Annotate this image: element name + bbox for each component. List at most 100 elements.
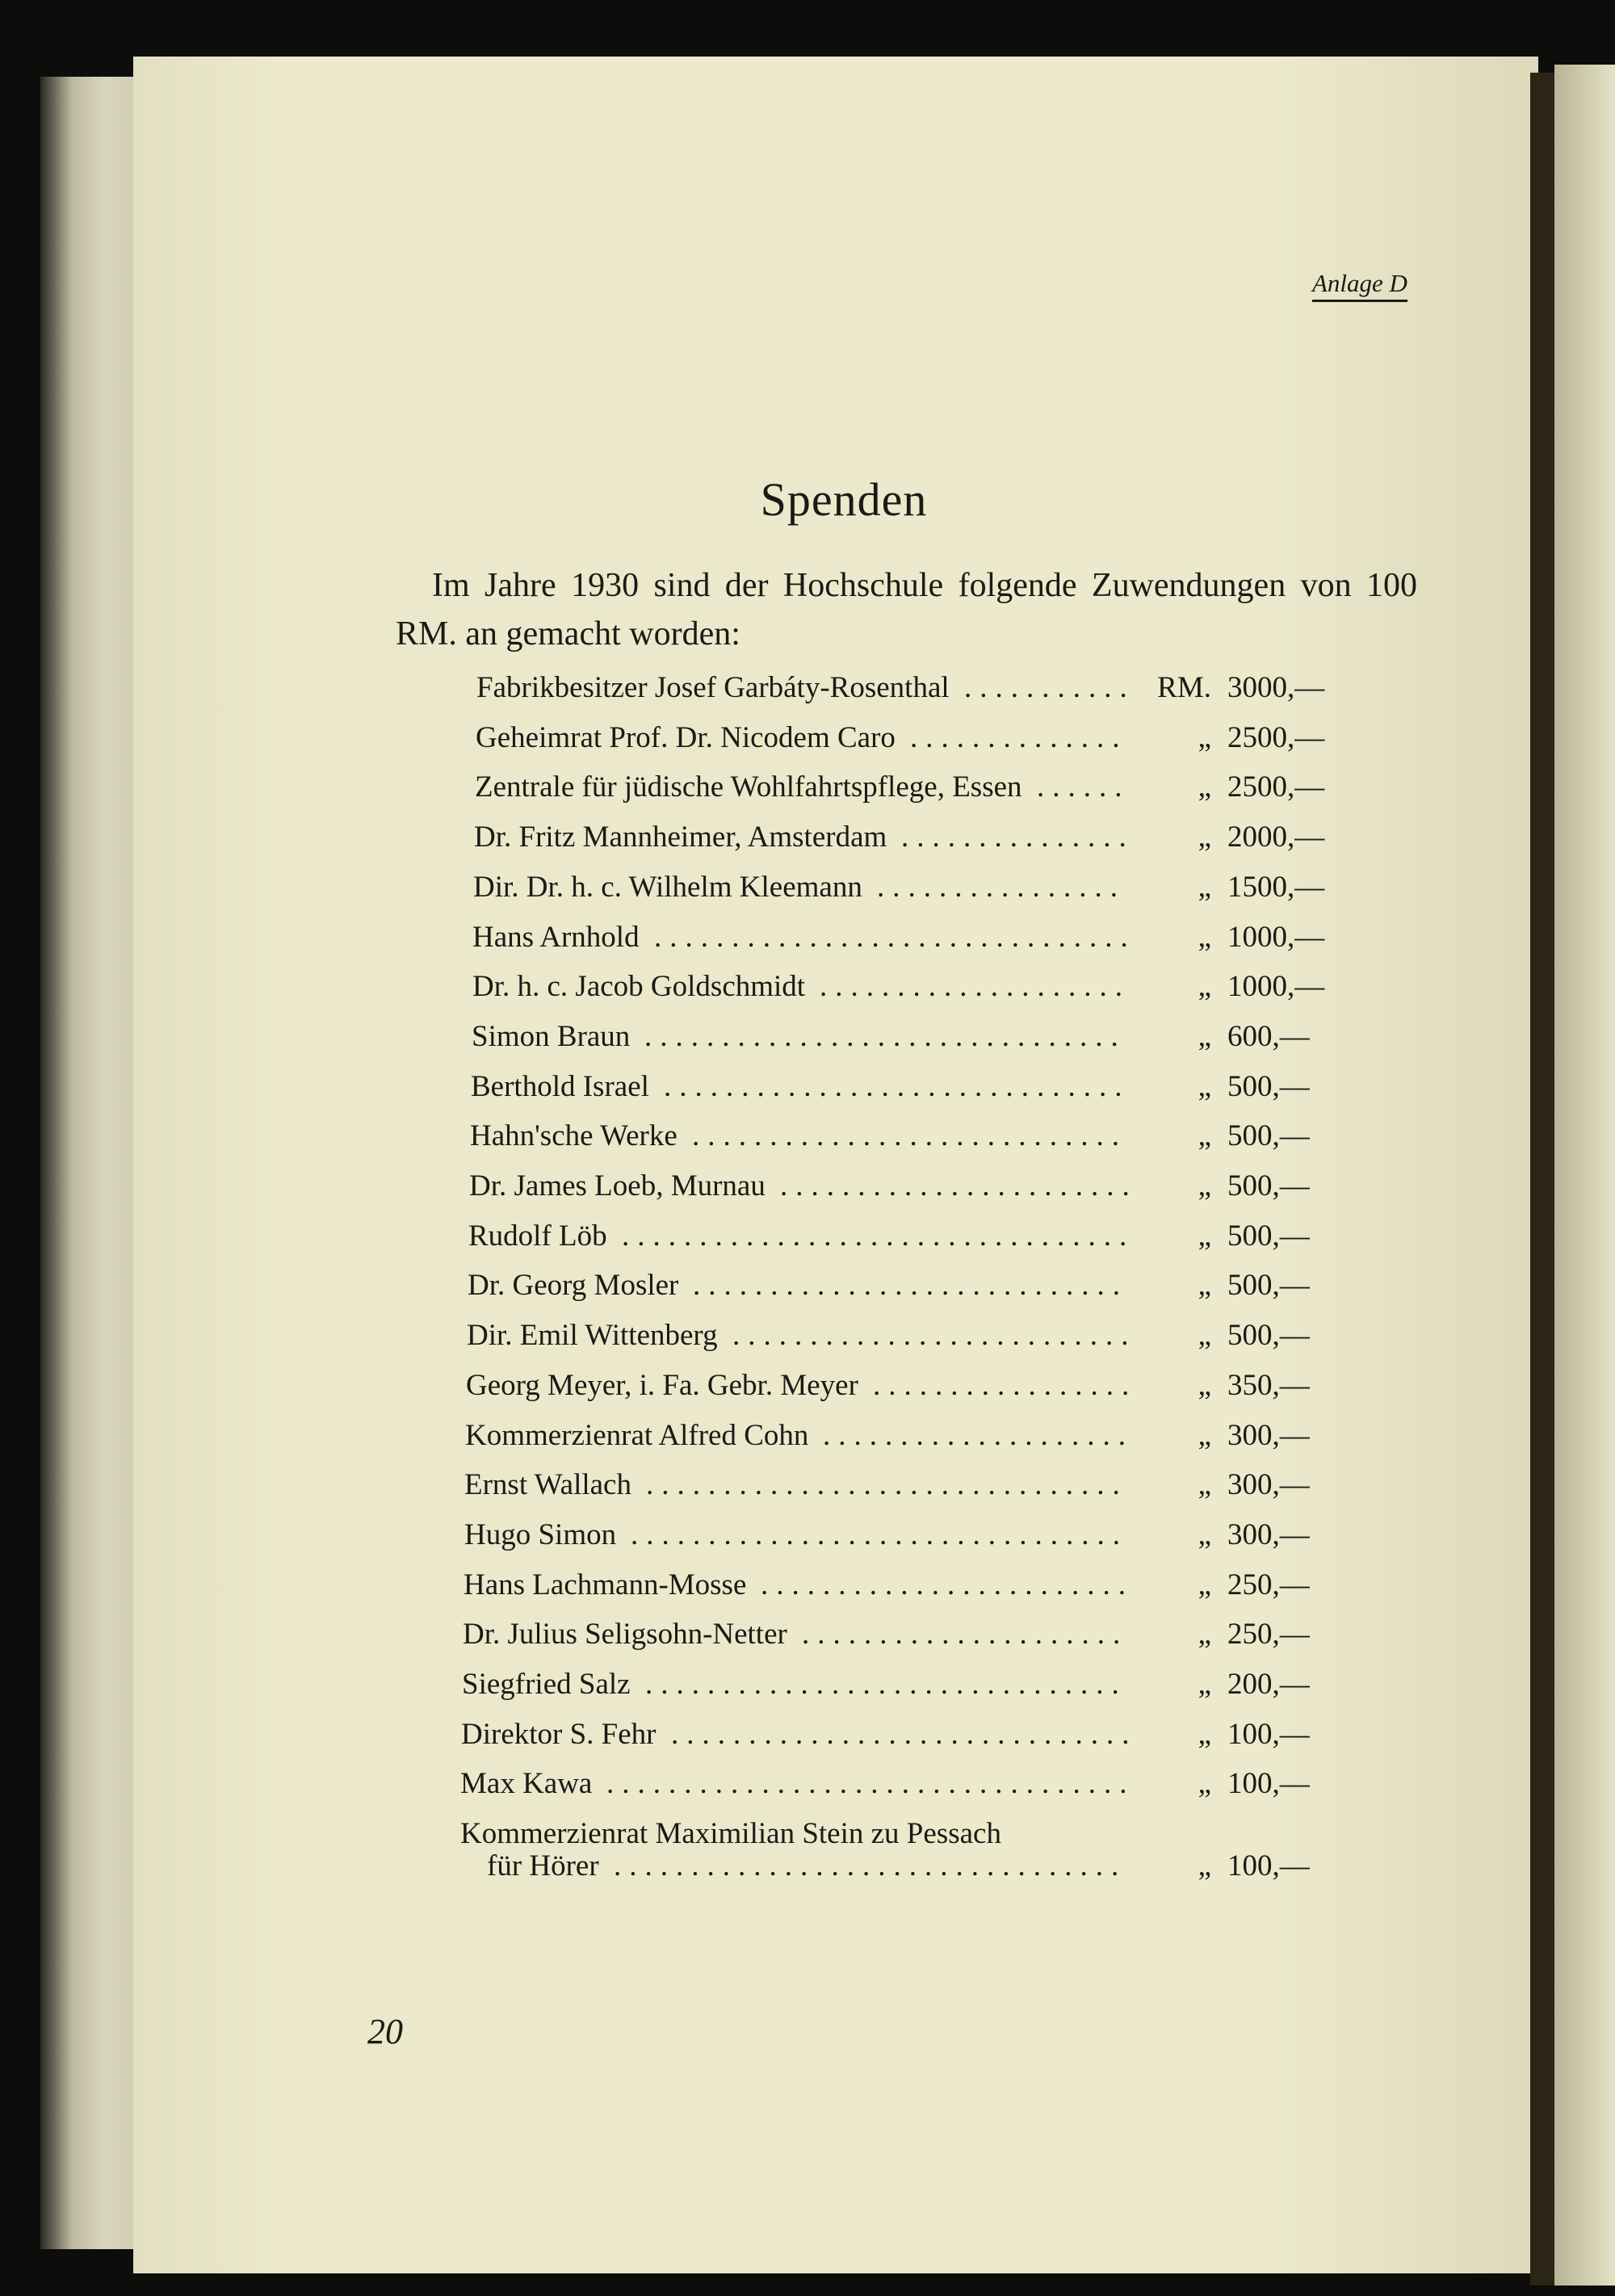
list-item: Kommerzienrat Maximilian Stein zu Pessac… [0, 1816, 1373, 1857]
currency-mark: „ [1198, 720, 1211, 754]
donor-name: Georg Meyer, i. Fa. Gebr. Meyer [466, 1368, 858, 1402]
donation-amount: 2000,— [1227, 821, 1325, 854]
dot-leader: ................. [873, 1368, 1138, 1402]
currency-mark: RM. [1157, 671, 1211, 704]
currency-mark: „ [1198, 1668, 1211, 1701]
list-item: Fabrikbesitzer Josef Garbáty-Rosenthal..… [0, 670, 1373, 711]
adjacent-page [1554, 65, 1615, 2286]
currency-mark: „ [1198, 1269, 1211, 1303]
list-item: Dir. Emil Wittenberg....................… [0, 1318, 1373, 1358]
donation-amount: 1000,— [1227, 920, 1325, 954]
donor-name: Dir. Dr. h. c. Wilhelm Kleemann [473, 870, 862, 904]
donor-name: Geheimrat Prof. Dr. Nicodem Caro [476, 720, 896, 754]
donor-name: für Hörer [487, 1849, 599, 1883]
donor-name: Dr. James Loeb, Murnau [469, 1169, 766, 1203]
list-item: Direktor S. Fehr........................… [0, 1717, 1373, 1757]
intro-paragraph: Im Jahre 1930 sind der Hochschule folgen… [396, 567, 1417, 653]
currency-mark: „ [1198, 1319, 1211, 1353]
dot-leader: ............................... [644, 1019, 1126, 1053]
currency-mark: „ [1198, 821, 1211, 854]
page-number: 20 [367, 2012, 403, 2051]
donor-name: Berthold Israel [471, 1069, 649, 1103]
dot-leader: ............... [901, 821, 1135, 854]
donation-amount: 100,— [1227, 1767, 1310, 1801]
list-item: Hahn'sche Werke.........................… [0, 1119, 1373, 1159]
currency-mark: „ [1198, 970, 1211, 1004]
donation-amount: 2500,— [1227, 770, 1325, 804]
donor-name: Hans Arnhold [472, 920, 640, 954]
list-item: Georg Meyer, i. Fa. Gebr. Meyer.........… [0, 1368, 1373, 1408]
dot-leader: ...... [1037, 770, 1130, 804]
donation-amount: 500,— [1227, 1269, 1310, 1303]
list-item: Hans Arnhold............................… [0, 920, 1373, 960]
donation-amount: 1500,— [1227, 870, 1325, 904]
book-edge [40, 77, 145, 2249]
list-item: Dr. James Loeb, Murnau..................… [0, 1169, 1373, 1209]
dot-leader: ........................ [761, 1568, 1134, 1601]
dot-leader: ..................... [802, 1618, 1129, 1652]
currency-mark: „ [1198, 1468, 1211, 1502]
donation-amount: 500,— [1227, 1169, 1310, 1203]
currency-mark: „ [1198, 1119, 1211, 1153]
dot-leader: ................ [877, 870, 1126, 904]
list-item: Hugo Simon..............................… [0, 1517, 1373, 1558]
donation-amount: 300,— [1227, 1418, 1310, 1452]
currency-mark: „ [1198, 1717, 1211, 1751]
currency-mark: „ [1198, 1019, 1211, 1053]
donor-name: Dr. Julius Seligsohn-Netter [463, 1618, 787, 1652]
donor-name: Max Kawa [460, 1767, 593, 1801]
list-item: Zentrale für jüdische Wohlfahrtspflege, … [0, 770, 1373, 810]
dot-leader: ................................. [614, 1849, 1127, 1883]
donation-amount: 600,— [1227, 1019, 1310, 1053]
list-item: Siegfried Salz..........................… [0, 1667, 1373, 1707]
dot-leader: .............................. [664, 1069, 1130, 1103]
donor-name: Zentrale für jüdische Wohlfahrtspflege, … [475, 770, 1022, 804]
list-item: Max Kawa................................… [0, 1766, 1373, 1807]
dot-leader: ................................ [631, 1517, 1128, 1551]
donation-amount: 1000,— [1227, 970, 1325, 1004]
currency-mark: „ [1198, 1767, 1211, 1801]
donation-amount: 100,— [1227, 1849, 1310, 1883]
donation-amount: 250,— [1227, 1618, 1310, 1652]
donor-name: Ernst Wallach [464, 1468, 631, 1502]
currency-mark: „ [1198, 1418, 1211, 1452]
dot-leader: ....................... [780, 1169, 1138, 1203]
donor-name: Dr. Fritz Mannheimer, Amsterdam [474, 821, 887, 854]
page-title: Spenden [760, 473, 928, 526]
donation-amount: 350,— [1227, 1368, 1310, 1402]
list-item: Dr. Fritz Mannheimer, Amsterdam.........… [0, 820, 1373, 860]
list-item: Dr. Julius Seligsohn-Netter.............… [0, 1617, 1373, 1657]
currency-mark: „ [1198, 920, 1211, 954]
dot-leader: .............................. [671, 1717, 1138, 1751]
donor-name: Siegfried Salz [462, 1668, 631, 1701]
currency-mark: „ [1198, 870, 1211, 904]
currency-mark: „ [1198, 1517, 1211, 1551]
list-item: Berthold Israel.........................… [0, 1069, 1373, 1110]
dot-leader: ............................... [645, 1668, 1127, 1701]
donor-name: Dr. Georg Mosler [468, 1269, 679, 1303]
donor-name: Dr. h. c. Jacob Goldschmidt [472, 970, 806, 1004]
list-item: Hans Lachmann-Mosse.....................… [0, 1568, 1373, 1608]
currency-mark: „ [1198, 1568, 1211, 1601]
donor-name: Dir. Emil Wittenberg [467, 1319, 718, 1353]
list-item: für Hörer...............................… [0, 1849, 1373, 1889]
donor-name: Hahn'sche Werke [470, 1119, 677, 1153]
list-item: Rudolf Löb..............................… [0, 1219, 1373, 1259]
donor-name: Kommerzienrat Maximilian Stein zu Pessac… [460, 1817, 1001, 1851]
list-item: Geheimrat Prof. Dr. Nicodem Caro........… [0, 720, 1373, 761]
donor-name: Direktor S. Fehr [461, 1717, 656, 1751]
currency-mark: „ [1198, 1849, 1211, 1883]
list-item: Dir. Dr. h. c. Wilhelm Kleemann.........… [0, 870, 1373, 910]
donation-amount: 100,— [1227, 1717, 1310, 1751]
currency-mark: „ [1198, 1618, 1211, 1652]
list-item: Kommerzienrat Alfred Cohn...............… [0, 1418, 1373, 1459]
dot-leader: ............................... [646, 1468, 1128, 1502]
list-item: Ernst Wallach...........................… [0, 1467, 1373, 1508]
donation-amount: 2500,— [1227, 720, 1325, 754]
dot-leader: ............................ [692, 1119, 1127, 1153]
book-spine [1530, 73, 1554, 2286]
donor-name: Fabrikbesitzer Josef Garbáty-Rosenthal [476, 671, 950, 704]
donor-name: Hans Lachmann-Mosse [464, 1568, 747, 1601]
dot-leader: ................................. [622, 1219, 1135, 1253]
currency-mark: „ [1198, 770, 1211, 804]
